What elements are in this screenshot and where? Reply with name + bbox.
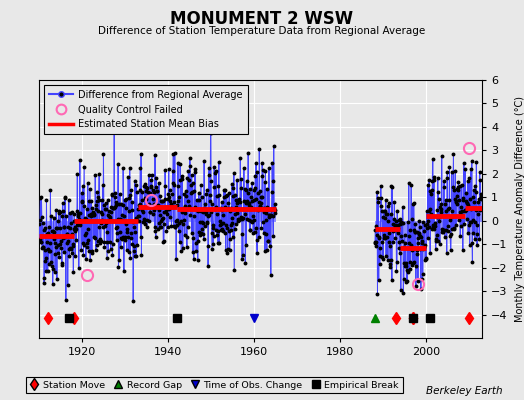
Legend: Difference from Regional Average, Quality Control Failed, Estimated Station Mean: Difference from Regional Average, Qualit…	[44, 85, 247, 134]
Y-axis label: Monthly Temperature Anomaly Difference (°C): Monthly Temperature Anomaly Difference (…	[515, 96, 524, 322]
Text: Berkeley Earth: Berkeley Earth	[427, 386, 503, 396]
Text: Difference of Station Temperature Data from Regional Average: Difference of Station Temperature Data f…	[99, 26, 425, 36]
Legend: Station Move, Record Gap, Time of Obs. Change, Empirical Break: Station Move, Record Gap, Time of Obs. C…	[26, 377, 402, 393]
Text: MONUMENT 2 WSW: MONUMENT 2 WSW	[170, 10, 354, 28]
